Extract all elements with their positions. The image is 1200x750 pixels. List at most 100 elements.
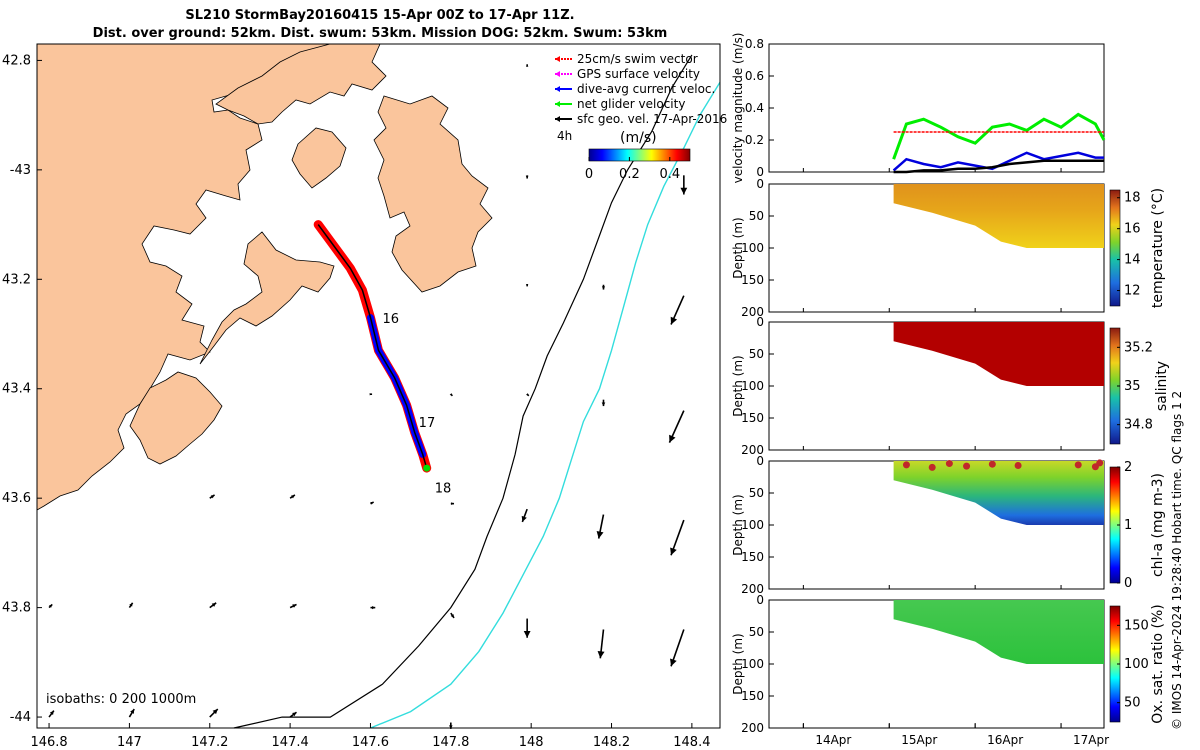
profile-y-tick-label: 50	[749, 347, 764, 361]
velocity-vector	[209, 708, 219, 718]
profile-panel: 0 50 100 150 200 Depth (m) 0 1 2 chl-a (mg m-3)	[731, 454, 1166, 596]
vector-head	[292, 712, 297, 717]
map-x-tick-label: 148.2	[593, 735, 630, 750]
map-colorbar	[588, 148, 691, 162]
vector-head	[212, 709, 218, 715]
map-y-axis: 42.8 -43 43.2 43.4 43.6 43.8 -44	[2, 53, 42, 725]
legend-label: 25cm/s swim vector	[577, 52, 698, 66]
vector-head	[597, 650, 605, 659]
profile-y-tick-label: 100	[741, 657, 764, 671]
colorbar-tick-label: 2	[1124, 460, 1132, 475]
velocity-vector	[668, 410, 685, 443]
legend-arrowhead	[555, 71, 560, 77]
profile-section	[893, 322, 1104, 386]
land-mainland-west	[37, 44, 341, 511]
profile-y-tick-label: 200	[741, 721, 764, 735]
velocity-vector	[370, 501, 375, 505]
velocity-vector	[525, 283, 529, 287]
map-x-tick-label: 147.4	[272, 735, 309, 750]
legend-label: dive-avg current veloc.	[577, 82, 715, 96]
velocity-vector	[526, 393, 530, 397]
velocity-vector	[450, 502, 455, 506]
profile-y-label: Depth (m)	[731, 633, 745, 694]
velocity-vector	[596, 514, 605, 539]
glider-track	[313, 220, 432, 473]
chl-high-spot	[1096, 459, 1104, 467]
profile-y-tick-label: 200	[741, 443, 764, 457]
vector-head	[523, 630, 531, 638]
vector-head	[525, 283, 529, 287]
profile-section	[893, 600, 1104, 664]
profile-section	[893, 461, 1104, 525]
map-y-tick-label: -44	[10, 710, 31, 725]
velocity-y-tick-label: 0.6	[745, 69, 764, 83]
map-colorbar-tick-label: 0	[585, 167, 593, 182]
colorbar-tick-label: 18	[1124, 191, 1141, 206]
profile-y-tick-label: 50	[749, 625, 764, 639]
velocity-vector	[601, 284, 606, 290]
vector-head	[292, 604, 297, 608]
colorbar-label: chl-a (mg m-3)	[1150, 473, 1166, 577]
velocity-vector	[289, 711, 297, 718]
map-colorbar-tick-label: 0.2	[619, 167, 640, 182]
map-y-tick-label: 43.4	[2, 382, 31, 397]
velocity-vector	[670, 519, 685, 556]
velocity-vector	[370, 606, 376, 610]
time-tick-label: 17Apr	[1073, 733, 1109, 747]
credit-text: © IMOS 14-Apr-2024 19:28:40 Hobart time.…	[1170, 390, 1184, 730]
map-y-tick-label: 42.8	[2, 53, 31, 68]
velocity-vector	[597, 629, 605, 659]
velocity-series	[893, 159, 1104, 174]
vector-head	[129, 602, 133, 607]
track-end-marker	[423, 464, 431, 472]
figure-title-line1: SL210 StormBay20160415 15-Apr 00Z to 17-…	[185, 8, 575, 23]
vector-head	[49, 710, 54, 716]
velocity-vector	[450, 612, 455, 619]
velocity-vector	[128, 708, 135, 718]
track-line	[317, 224, 428, 469]
time-axis: 14Apr 15Apr 16Apr 17Apr	[802, 168, 1109, 747]
colorbar-tick-label: 14	[1124, 253, 1141, 268]
profile-y-tick-label: 50	[749, 486, 764, 500]
velocity-vector	[521, 508, 528, 523]
legend-arrowhead	[555, 116, 560, 122]
velocity-vector	[449, 393, 453, 397]
legend-label: sfc geo. vel. 17-Apr-2016	[577, 112, 727, 126]
map-x-tick-label: 147.2	[191, 735, 228, 750]
map-y-tick-label: 43.6	[2, 491, 31, 506]
profile-y-tick-label: 150	[741, 689, 764, 703]
vector-head	[601, 402, 606, 407]
legend-arrowhead	[555, 101, 560, 107]
colorbar-tick-label: 100	[1124, 657, 1149, 672]
map-x-tick-label: 147	[117, 735, 142, 750]
colorbar-tick-label: 35	[1124, 379, 1141, 394]
profile-y-label: Depth (m)	[731, 494, 745, 555]
chl-high-spot	[988, 460, 996, 468]
vector-head	[450, 614, 455, 618]
profile-y-tick-label: 100	[741, 241, 764, 255]
map-x-tick-label: 147.6	[352, 735, 389, 750]
colorbar-tick-label: 35.2	[1124, 340, 1153, 355]
velocity-vector	[48, 603, 53, 609]
chl-high-spot	[902, 461, 910, 469]
profile-y-tick-label: 200	[741, 582, 764, 596]
velocity-vector	[289, 603, 297, 609]
colorbar-tick-label: 1	[1124, 518, 1132, 533]
chl-high-spot	[1074, 461, 1082, 469]
profile-section	[893, 184, 1104, 248]
land-tasman-peninsula	[129, 231, 335, 465]
profile-panel: 0 50 100 150 200 Depth (m) 12 14 16 18 temperature…	[731, 177, 1166, 319]
map-y-tick-label: 43.2	[2, 272, 31, 287]
velocity-y-tick-label: 0	[756, 165, 764, 179]
day-labels: 16 17 18	[383, 312, 452, 497]
velocity-vector	[209, 494, 216, 499]
map-y-tick-label: 43.8	[2, 601, 31, 616]
velocity-y-tick-label: 0.8	[745, 37, 764, 51]
colorbar-tick-label: 50	[1124, 696, 1141, 711]
profile-y-label: Depth (m)	[731, 217, 745, 278]
isobaths-label: isobaths: 0 200 1000m	[46, 692, 196, 707]
